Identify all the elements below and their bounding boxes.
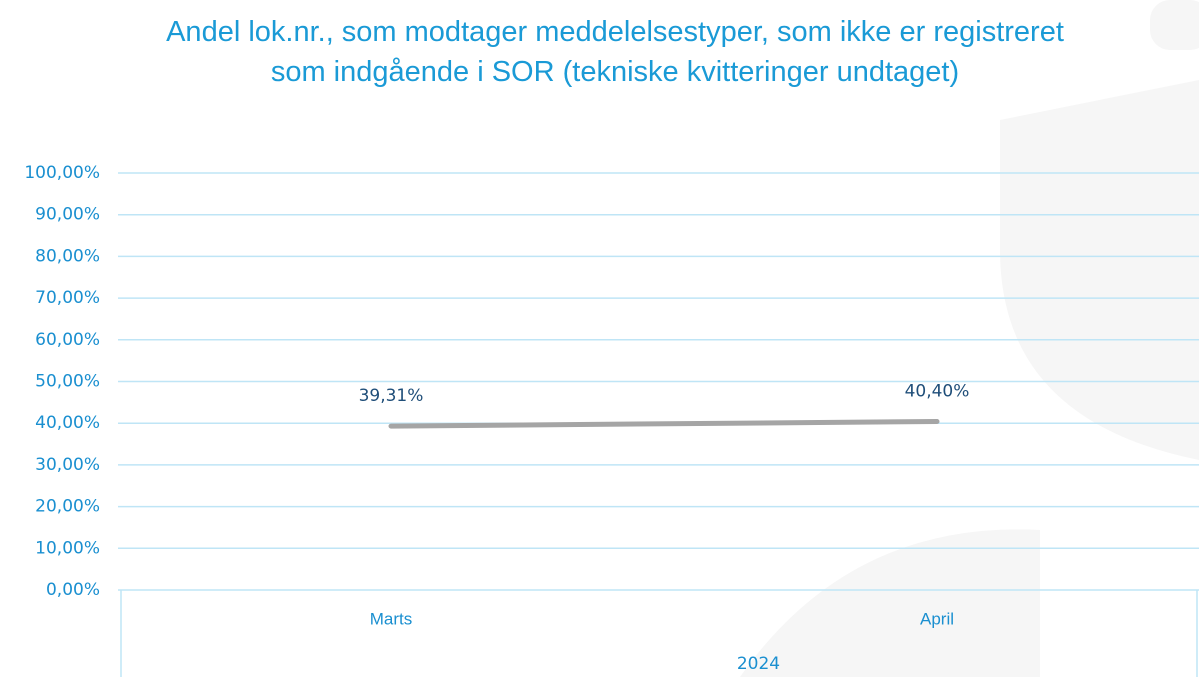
y-tick-label: 60,00% [35, 330, 100, 350]
plot: 0,00% 10,00% 20,00% 30,00% 40,00% 50,00% 60,00… [24, 163, 1199, 677]
chart-title: Andel lok.nr., som modtager meddelelsest… [166, 16, 1064, 88]
y-tick-label: 40,00% [35, 413, 100, 433]
y-tick-label: 100,00% [24, 163, 100, 183]
y-tick-label: 10,00% [35, 538, 100, 558]
y-tick-label: 20,00% [35, 497, 100, 517]
bg-shape [1000, 80, 1199, 460]
bg-shape [1150, 0, 1199, 50]
y-tick-label: 80,00% [35, 246, 100, 266]
x-tick-label: Marts [370, 609, 413, 628]
y-tick-label: 50,00% [35, 372, 100, 392]
y-tick-label: 90,00% [35, 205, 100, 225]
x-group-label: 2024 [737, 654, 780, 674]
y-tick-label: 0,00% [46, 580, 100, 600]
data-label: 40,40% [905, 382, 970, 402]
bg-shape [740, 529, 1040, 677]
y-tick-label: 30,00% [35, 455, 100, 475]
data-label: 39,31% [359, 386, 424, 406]
y-tick-label: 70,00% [35, 288, 100, 308]
line [388, 419, 940, 429]
x-tick-label: April [920, 609, 954, 628]
